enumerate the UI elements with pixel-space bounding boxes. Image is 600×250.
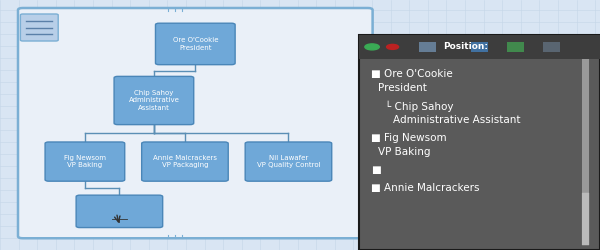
Text: ■: ■ xyxy=(371,164,380,174)
FancyBboxPatch shape xyxy=(45,142,125,181)
Text: VP Baking: VP Baking xyxy=(378,146,431,156)
Text: Administrative Assistant: Administrative Assistant xyxy=(392,115,520,125)
FancyBboxPatch shape xyxy=(20,14,58,41)
Text: ■ Fig Newsom: ■ Fig Newsom xyxy=(371,133,446,143)
Text: Chip Sahoy
Administrative
Assistant: Chip Sahoy Administrative Assistant xyxy=(128,90,179,111)
Text: Ore O'Cookie
President: Ore O'Cookie President xyxy=(173,37,218,51)
FancyBboxPatch shape xyxy=(155,23,235,65)
Text: ■ Ore O'Cookie: ■ Ore O'Cookie xyxy=(371,69,452,79)
Circle shape xyxy=(386,44,398,50)
Bar xyxy=(544,42,560,52)
Bar xyxy=(582,59,589,245)
Bar xyxy=(471,42,488,52)
Text: Position:: Position: xyxy=(443,42,488,51)
Bar xyxy=(507,42,524,52)
Circle shape xyxy=(365,44,379,50)
FancyBboxPatch shape xyxy=(142,142,228,181)
Text: └ Chip Sahoy: └ Chip Sahoy xyxy=(385,101,454,112)
Bar xyxy=(359,34,600,250)
Text: Nil Lawafer
VP Quality Control: Nil Lawafer VP Quality Control xyxy=(257,155,320,168)
FancyBboxPatch shape xyxy=(18,8,373,238)
FancyBboxPatch shape xyxy=(114,76,194,124)
Bar xyxy=(359,34,600,59)
Text: President: President xyxy=(378,83,427,93)
Bar xyxy=(419,42,436,52)
Text: ■ Annie Malcrackers: ■ Annie Malcrackers xyxy=(371,182,479,192)
Text: Fig Newsom
VP Baking: Fig Newsom VP Baking xyxy=(64,155,106,168)
FancyBboxPatch shape xyxy=(245,142,332,181)
FancyBboxPatch shape xyxy=(582,193,589,245)
Text: Annie Malcrackers
VP Packaging: Annie Malcrackers VP Packaging xyxy=(153,155,217,168)
FancyBboxPatch shape xyxy=(76,195,163,228)
